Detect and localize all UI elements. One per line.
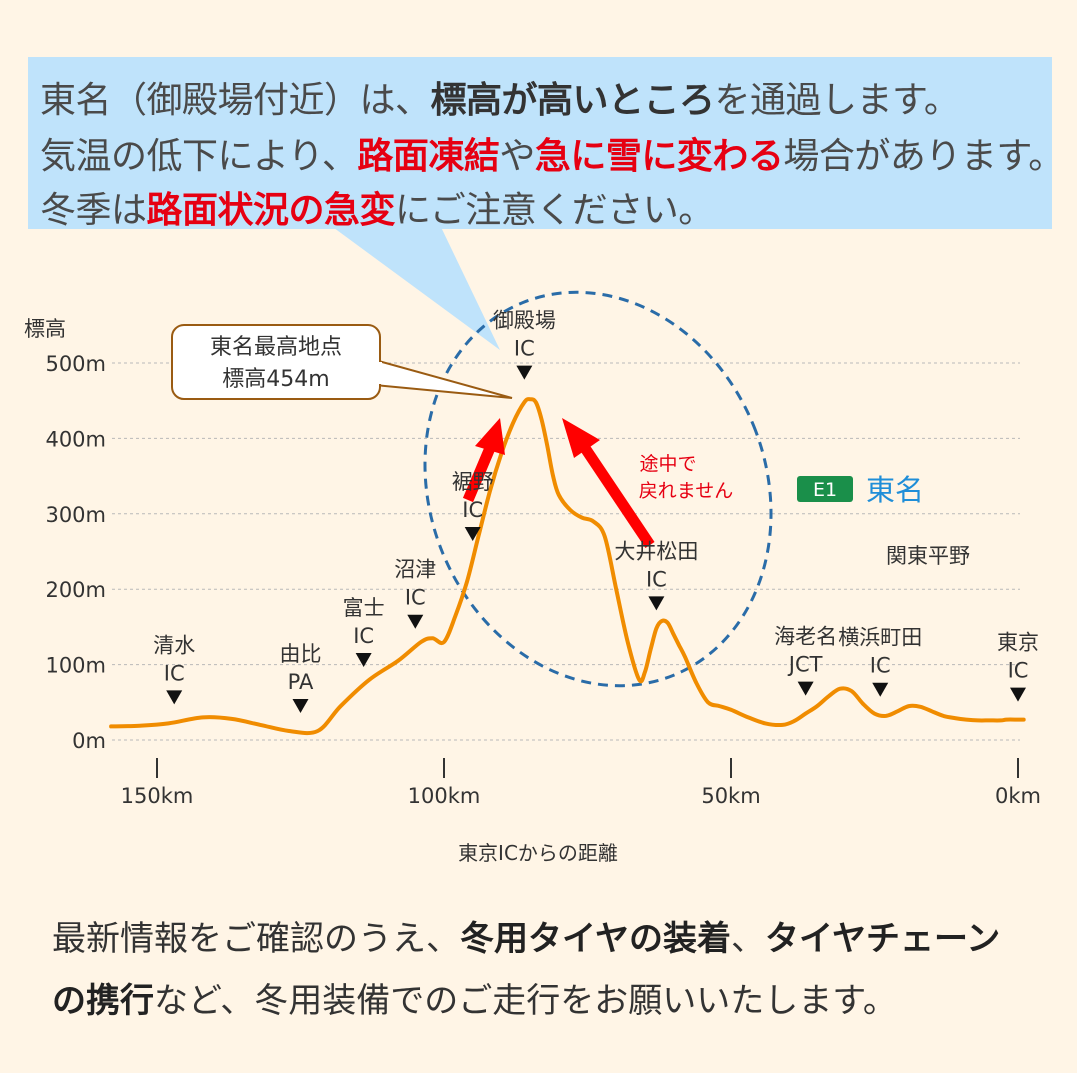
interchange-type-1: PA (288, 670, 314, 694)
interchange-marker-9 (1010, 687, 1026, 702)
warning-callout: 東名（御殿場付近）は、標高が高いところを通過します。 気温の低下により、路面凍結… (28, 57, 1064, 231)
peak-callout: 東名最高地点 標高454m (171, 324, 513, 400)
x-tick-50: 50km (701, 784, 760, 808)
no-return-line-2: 戻れません (639, 480, 733, 502)
peak-label-line-1: 東名最高地点 (210, 335, 342, 360)
y-tick-0: 0m (72, 729, 106, 753)
interchange-type-4: IC (462, 498, 483, 522)
interchange-type-2: IC (353, 624, 374, 648)
callout-line-3-pre: 冬季は (40, 190, 147, 231)
callout-line-2-pre: 気温の低下により、 (40, 136, 358, 177)
y-tick-100: 100m (45, 654, 106, 678)
callout-line-2-mid: や (499, 136, 535, 177)
interchange-type-3: IC (405, 586, 426, 610)
callout-line-3: 冬季は路面状況の急変にご注意ください。 (40, 181, 714, 233)
elevation-line (109, 397, 1026, 736)
x-tick-150: 150km (121, 784, 194, 808)
interchange-marker-7 (797, 681, 814, 696)
callout-line-3-red: 路面状況の急変 (146, 190, 396, 231)
interchange-7: 海老名 JCT (774, 625, 837, 696)
footer-line-1-pre: 最新情報をご確認のうえ、 (52, 919, 460, 959)
interchange-0: 清水 IC (153, 633, 195, 705)
region-label: 関東平野 (886, 544, 970, 568)
footer-message: 最新情報をご確認のうえ、冬用タイヤの装着、タイヤチェーン の携行など、冬用装備で… (52, 908, 1052, 1032)
interchange-4: 裾野 IC (452, 470, 494, 542)
callout-line-1-bold: 標高が高いところ (430, 80, 716, 121)
y-tick-500: 500m (45, 352, 106, 376)
x-axis-ticks: 150km 100km 50km 0km (121, 758, 1041, 808)
interchange-name-8: 横浜町田 (838, 626, 922, 650)
peak-label-line-2: 標高454m (222, 367, 329, 392)
callout-line-2-post: 場合があります。 (783, 136, 1064, 177)
y-axis-label: 標高 (24, 317, 66, 341)
interchange-markers: 清水 IC 由比 PA 富士 IC 沼津 IC 裾野 IC 御殿場 IC 大井松田 IC 海老名 JCT 横浜町… (153, 309, 1039, 713)
x-tick-100: 100km (408, 784, 481, 808)
y-tick-labels: 0m 100m 200m 300m 400m 500m (45, 352, 106, 753)
interchange-marker-2 (355, 652, 372, 667)
interchange-name-2: 富士 (343, 596, 385, 620)
no-return-line-1: 途中で (639, 453, 696, 475)
callout-line-1-post: を通過します。 (714, 80, 960, 121)
interchange-name-4: 裾野 (452, 470, 494, 494)
callout-line-1-pre: 東名（御殿場付近）は、 (40, 80, 431, 121)
footer-line-1-mid: 、 (730, 919, 765, 959)
route-name: 東名 (866, 473, 924, 507)
uphill-arrow-left (462, 418, 505, 503)
footer-line-2-post: など、冬用装備でのご走行をお願いいたします。 (154, 981, 897, 1021)
chart-grid (112, 362, 1020, 741)
footer-line-2: の携行など、冬用装備でのご走行をお願いいたします。 (52, 970, 1052, 1032)
interchange-3: 沼津 IC (394, 558, 436, 629)
interchange-marker-0 (166, 690, 183, 705)
interchange-type-7: JCT (787, 653, 823, 677)
callout-line-2: 気温の低下により、路面凍結や急に雪に変わる場合があります。 (40, 127, 1064, 179)
interchange-name-7: 海老名 (774, 625, 837, 649)
interchange-name-1: 由比 (280, 642, 322, 666)
interchange-type-9: IC (1008, 659, 1029, 683)
interchange-name-3: 沼津 (394, 558, 436, 582)
footer-line-1-bold-2: タイヤチェーン (764, 919, 1001, 959)
interchange-9: 東京 IC (997, 631, 1039, 702)
y-tick-200: 200m (45, 578, 106, 602)
uphill-arrow-right (562, 418, 655, 549)
interchange-name-0: 清水 (153, 633, 195, 657)
interchange-marker-1 (292, 698, 309, 713)
interchange-type-0: IC (164, 661, 185, 685)
x-axis-label: 東京ICからの距離 (458, 841, 618, 865)
callout-line-3-post: にご注意ください。 (395, 190, 714, 231)
callout-line-2-red1: 路面凍結 (357, 136, 500, 177)
mountain-section-ellipse (423, 290, 773, 688)
interchange-type-5: IC (514, 337, 535, 361)
interchange-type-6: IC (646, 567, 667, 591)
interchange-marker-3 (407, 614, 424, 629)
callout-line-2-red2: 急に雪に変わる (534, 136, 784, 177)
interchange-6: 大井松田 IC (614, 539, 698, 611)
route-badge: E1 (797, 476, 853, 502)
footer-line-1: 最新情報をご確認のうえ、冬用タイヤの装着、タイヤチェーン (52, 908, 1052, 970)
interchange-1: 由比 PA (280, 642, 322, 713)
route-badge-text: E1 (813, 479, 837, 501)
interchange-name-5: 御殿場 (493, 309, 556, 333)
interchange-marker-5 (516, 365, 533, 380)
interchange-8: 横浜町田 IC (838, 626, 922, 697)
interchange-name-9: 東京 (997, 631, 1039, 655)
interchange-marker-4 (464, 527, 481, 542)
interchange-name-6: 大井松田 (614, 539, 698, 563)
footer-line-2-bold: の携行 (52, 981, 154, 1021)
y-tick-300: 300m (45, 503, 106, 527)
x-tick-0: 0km (995, 784, 1041, 808)
interchange-type-8: IC (870, 654, 891, 678)
y-tick-400: 400m (45, 427, 106, 451)
interchange-5: 御殿場 IC (493, 309, 556, 380)
interchange-marker-6 (648, 596, 665, 611)
interchange-marker-8 (872, 682, 889, 697)
footer-line-1-bold-1: 冬用タイヤの装着 (460, 919, 731, 959)
interchange-2: 富士 IC (343, 596, 385, 667)
callout-line-1: 東名（御殿場付近）は、標高が高いところを通過します。 (40, 71, 960, 123)
